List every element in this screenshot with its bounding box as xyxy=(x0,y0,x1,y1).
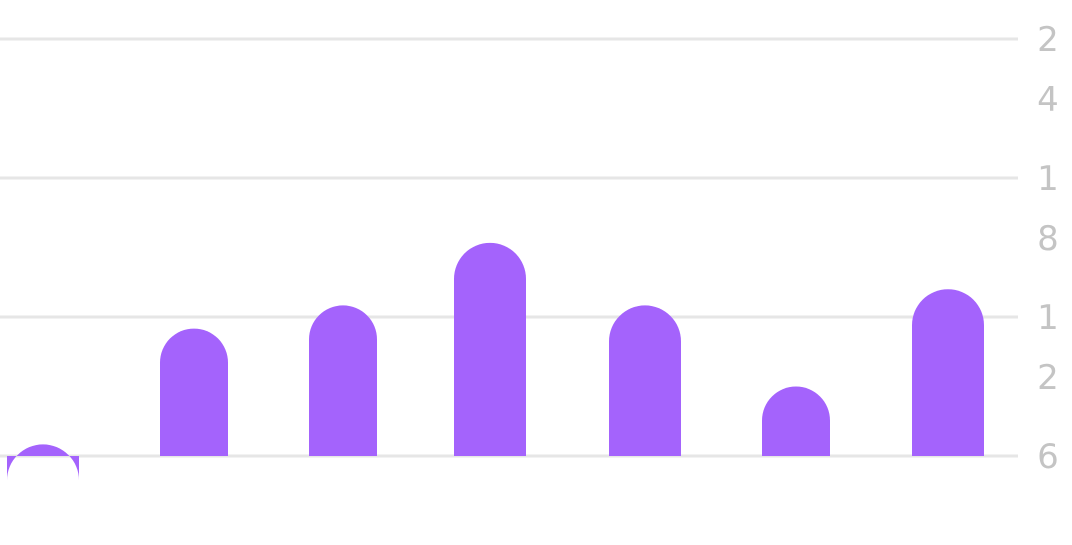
y-axis-ticks: 2 4 1 8 1 2 6 xyxy=(1037,20,1059,477)
bar[interactable] xyxy=(912,289,984,456)
bar[interactable] xyxy=(762,386,830,457)
bar[interactable] xyxy=(7,444,79,481)
bar[interactable] xyxy=(160,328,228,456)
bar[interactable] xyxy=(609,305,681,456)
bar[interactable] xyxy=(309,305,377,456)
bars xyxy=(7,242,984,481)
y-tick-label: 6 xyxy=(1037,437,1059,477)
bar[interactable] xyxy=(454,242,526,456)
